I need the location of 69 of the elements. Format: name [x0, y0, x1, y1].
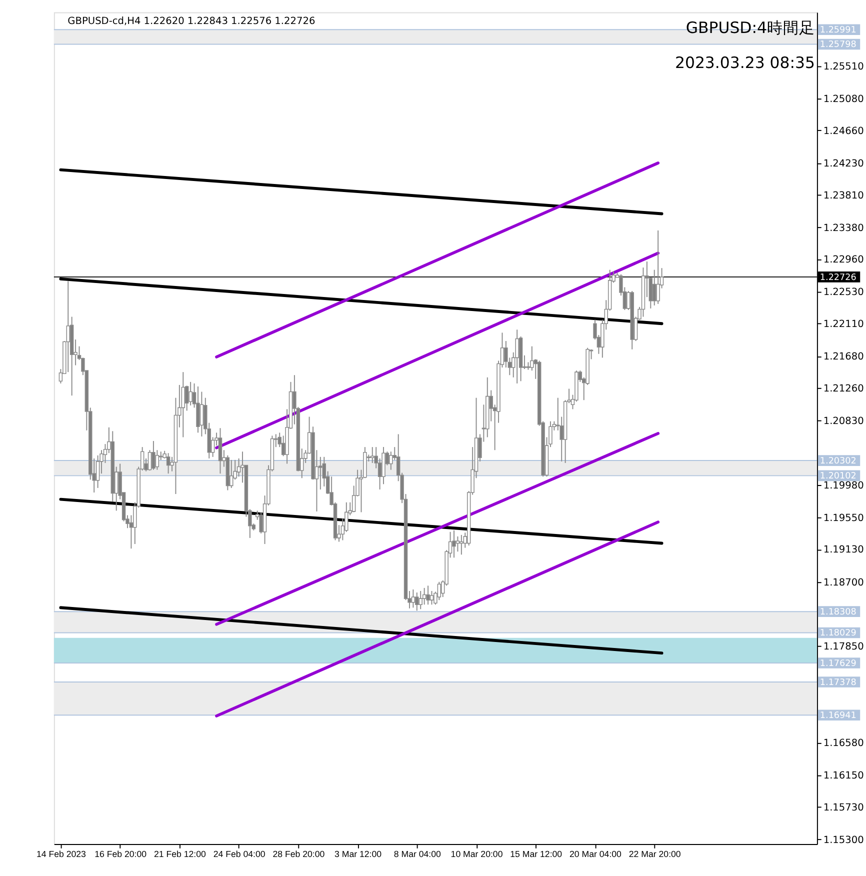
x-tick-label: 20 Mar 04:00 [570, 849, 622, 860]
ref-line-label: 1.20102 [820, 472, 856, 482]
y-tick-label: 1.16580 [823, 738, 864, 749]
x-tick-label: 24 Feb 04:00 [213, 849, 266, 860]
y-tick-label: 1.20830 [823, 416, 864, 427]
x-tick-label: 14 Feb 2023 [36, 849, 86, 860]
candlestick [166, 452, 170, 474]
x-tick-label: 10 Mar 20:00 [450, 849, 503, 860]
candlestick [155, 450, 160, 470]
candlestick [652, 269, 656, 306]
ref-line-label: 1.20302 [820, 456, 856, 466]
y-tick-label: 1.19550 [823, 512, 864, 524]
candlestick [152, 440, 156, 470]
y-tick-label: 1.15730 [823, 802, 864, 814]
y-tick-label: 1.22110 [823, 319, 864, 330]
x-tick-label: 21 Feb 12:00 [154, 849, 206, 860]
y-tick-label: 1.15300 [823, 834, 864, 846]
y-tick-label: 1.22530 [823, 287, 864, 298]
ref-line-label: 1.25798 [820, 40, 856, 50]
x-tick-label: 22 Mar 20:00 [628, 849, 681, 860]
y-tick-label: 1.22960 [823, 254, 864, 266]
x-tick-label: 28 Feb 20:00 [272, 849, 325, 860]
y-tick-label: 1.17850 [823, 642, 864, 653]
candlestick [656, 230, 660, 304]
candlestick [196, 386, 200, 434]
candlestick [452, 530, 456, 558]
ref-line-label: 1.22726 [820, 272, 857, 283]
candlestick [515, 329, 519, 384]
candlestick [200, 391, 204, 437]
y-tick-label: 1.23810 [823, 190, 864, 202]
y-tick-label: 1.23380 [823, 222, 864, 234]
candlestick [188, 381, 192, 406]
y-tick-label: 1.24660 [823, 126, 864, 137]
chart-title: GBPUSD-cd,H4 1.22620 1.22843 1.22576 1.22726 [68, 16, 316, 28]
y-tick-label: 1.25510 [823, 62, 864, 72]
ref-line-label: 1.25991 [820, 26, 856, 36]
candlestick [418, 590, 422, 610]
x-tick-label: 16 Feb 20:00 [94, 849, 147, 860]
ref-line-label: 1.17629 [820, 658, 856, 669]
y-tick-label: 1.25080 [823, 94, 864, 106]
y-tick-label: 1.21680 [823, 352, 864, 363]
y-tick-label: 1.24230 [823, 158, 864, 170]
candlestick [181, 372, 186, 438]
y-tick-label: 1.18700 [823, 577, 864, 588]
annotation: 2023.03.23 08:35 [674, 53, 815, 72]
candlestick [437, 581, 442, 601]
candlestick [415, 592, 419, 612]
x-tick-label: 3 Mar 12:00 [334, 849, 382, 860]
ref-line-label: 1.18029 [820, 628, 856, 639]
candlestick [230, 459, 234, 488]
candlestick [411, 588, 416, 608]
candlestick [460, 534, 464, 556]
candlestick [426, 585, 430, 606]
candlestick [389, 451, 393, 470]
y-tick-label: 1.21260 [823, 383, 864, 394]
ref-line-label: 1.18308 [820, 608, 856, 618]
candlestick [422, 587, 426, 606]
candlestick [430, 590, 434, 606]
ref-line-label: 1.17378 [820, 678, 856, 688]
annotation: GBPUSD:4時間足 [686, 18, 815, 37]
candlestick [456, 536, 460, 552]
y-tick-label: 1.19130 [823, 544, 864, 556]
y-tick-label: 1.16150 [823, 770, 864, 782]
candlestick [66, 280, 70, 373]
y-tick-label: 1.19980 [823, 480, 864, 492]
x-tick-label: 8 Mar 04:00 [394, 849, 441, 860]
x-tick-label: 15 Mar 12:00 [510, 849, 562, 860]
candlestick [218, 428, 222, 474]
ref-line-label: 1.16941 [820, 711, 856, 722]
